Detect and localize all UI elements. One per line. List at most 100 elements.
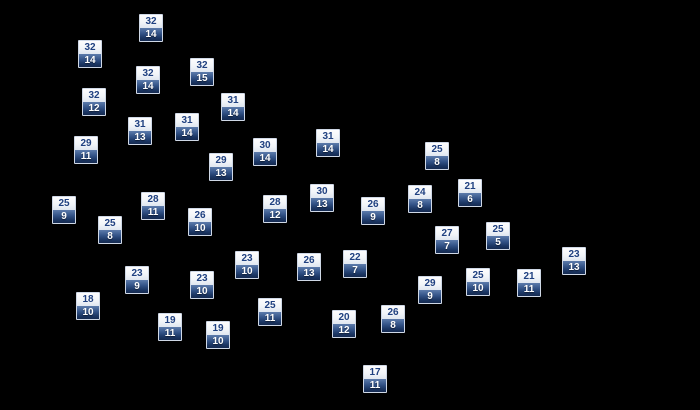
temp-marker[interactable]: 25 9 bbox=[52, 196, 76, 224]
low-temp-value: 11 bbox=[518, 283, 540, 296]
temp-marker[interactable]: 26 9 bbox=[361, 197, 385, 225]
temp-marker[interactable]: 21 6 bbox=[458, 179, 482, 207]
high-temp-value: 26 bbox=[298, 254, 320, 267]
temp-marker[interactable]: 29 13 bbox=[209, 153, 233, 181]
temp-marker[interactable]: 32 14 bbox=[139, 14, 163, 42]
high-temp-value: 31 bbox=[317, 130, 339, 143]
temp-marker[interactable]: 31 14 bbox=[175, 113, 199, 141]
high-temp-value: 32 bbox=[140, 15, 162, 28]
temp-marker[interactable]: 23 9 bbox=[125, 266, 149, 294]
low-temp-value: 14 bbox=[176, 127, 198, 140]
high-temp-value: 18 bbox=[77, 293, 99, 306]
temp-marker[interactable]: 25 8 bbox=[98, 216, 122, 244]
temp-marker[interactable]: 31 13 bbox=[128, 117, 152, 145]
temp-marker[interactable]: 21 11 bbox=[517, 269, 541, 297]
low-temp-value: 10 bbox=[236, 265, 258, 278]
low-temp-value: 11 bbox=[159, 327, 181, 340]
temp-marker[interactable]: 28 11 bbox=[141, 192, 165, 220]
temp-marker[interactable]: 32 15 bbox=[190, 58, 214, 86]
high-temp-value: 21 bbox=[518, 270, 540, 283]
temp-marker[interactable]: 25 5 bbox=[486, 222, 510, 250]
low-temp-value: 5 bbox=[487, 236, 509, 249]
low-temp-value: 8 bbox=[99, 230, 121, 243]
temp-marker[interactable]: 31 14 bbox=[316, 129, 340, 157]
low-temp-value: 14 bbox=[140, 28, 162, 41]
temp-marker[interactable]: 25 8 bbox=[425, 142, 449, 170]
temp-marker[interactable]: 22 7 bbox=[343, 250, 367, 278]
low-temp-value: 13 bbox=[563, 261, 585, 274]
low-temp-value: 12 bbox=[83, 102, 105, 115]
low-temp-value: 12 bbox=[333, 324, 355, 337]
temp-marker[interactable]: 32 14 bbox=[78, 40, 102, 68]
low-temp-value: 14 bbox=[254, 152, 276, 165]
low-temp-value: 11 bbox=[259, 312, 281, 325]
low-temp-value: 10 bbox=[191, 285, 213, 298]
temp-marker[interactable]: 23 13 bbox=[562, 247, 586, 275]
temp-marker[interactable]: 26 10 bbox=[188, 208, 212, 236]
high-temp-value: 20 bbox=[333, 311, 355, 324]
low-temp-value: 11 bbox=[364, 379, 386, 392]
low-temp-value: 13 bbox=[210, 167, 232, 180]
low-temp-value: 12 bbox=[264, 209, 286, 222]
temp-marker[interactable]: 31 14 bbox=[221, 93, 245, 121]
temp-marker[interactable]: 19 10 bbox=[206, 321, 230, 349]
high-temp-value: 17 bbox=[364, 366, 386, 379]
low-temp-value: 11 bbox=[75, 150, 97, 163]
high-temp-value: 25 bbox=[99, 217, 121, 230]
high-temp-value: 25 bbox=[259, 299, 281, 312]
low-temp-value: 14 bbox=[79, 54, 101, 67]
temp-marker[interactable]: 23 10 bbox=[235, 251, 259, 279]
temp-marker[interactable]: 29 11 bbox=[74, 136, 98, 164]
high-temp-value: 19 bbox=[207, 322, 229, 335]
high-temp-value: 31 bbox=[129, 118, 151, 131]
low-temp-value: 6 bbox=[459, 193, 481, 206]
low-temp-value: 15 bbox=[191, 72, 213, 85]
temp-marker[interactable]: 19 11 bbox=[158, 313, 182, 341]
high-temp-value: 29 bbox=[75, 137, 97, 150]
temp-marker[interactable]: 27 7 bbox=[435, 226, 459, 254]
high-temp-value: 32 bbox=[191, 59, 213, 72]
low-temp-value: 10 bbox=[207, 335, 229, 348]
high-temp-value: 19 bbox=[159, 314, 181, 327]
high-temp-value: 25 bbox=[487, 223, 509, 236]
high-temp-value: 26 bbox=[362, 198, 384, 211]
low-temp-value: 14 bbox=[317, 143, 339, 156]
high-temp-value: 22 bbox=[344, 251, 366, 264]
temp-marker[interactable]: 30 14 bbox=[253, 138, 277, 166]
temp-marker[interactable]: 30 13 bbox=[310, 184, 334, 212]
temp-marker[interactable]: 32 12 bbox=[82, 88, 106, 116]
high-temp-value: 32 bbox=[83, 89, 105, 102]
high-temp-value: 26 bbox=[382, 306, 404, 319]
temp-marker[interactable]: 17 11 bbox=[363, 365, 387, 393]
high-temp-value: 28 bbox=[264, 196, 286, 209]
low-temp-value: 8 bbox=[426, 156, 448, 169]
low-temp-value: 14 bbox=[222, 107, 244, 120]
high-temp-value: 21 bbox=[459, 180, 481, 193]
high-temp-value: 32 bbox=[79, 41, 101, 54]
high-temp-value: 23 bbox=[563, 248, 585, 261]
high-temp-value: 25 bbox=[467, 269, 489, 282]
temp-marker[interactable]: 28 12 bbox=[263, 195, 287, 223]
low-temp-value: 9 bbox=[362, 211, 384, 224]
temp-marker[interactable]: 26 8 bbox=[381, 305, 405, 333]
temp-marker[interactable]: 25 10 bbox=[466, 268, 490, 296]
high-temp-value: 32 bbox=[137, 67, 159, 80]
temp-marker[interactable]: 24 8 bbox=[408, 185, 432, 213]
temp-marker[interactable]: 25 11 bbox=[258, 298, 282, 326]
low-temp-value: 10 bbox=[77, 306, 99, 319]
temp-marker[interactable]: 26 13 bbox=[297, 253, 321, 281]
temp-marker[interactable]: 29 9 bbox=[418, 276, 442, 304]
temp-marker[interactable]: 18 10 bbox=[76, 292, 100, 320]
high-temp-value: 28 bbox=[142, 193, 164, 206]
low-temp-value: 14 bbox=[137, 80, 159, 93]
temp-marker[interactable]: 20 12 bbox=[332, 310, 356, 338]
low-temp-value: 13 bbox=[129, 131, 151, 144]
high-temp-value: 30 bbox=[254, 139, 276, 152]
temp-marker[interactable]: 23 10 bbox=[190, 271, 214, 299]
low-temp-value: 13 bbox=[311, 198, 333, 211]
temp-marker[interactable]: 32 14 bbox=[136, 66, 160, 94]
high-temp-value: 27 bbox=[436, 227, 458, 240]
high-temp-value: 23 bbox=[191, 272, 213, 285]
